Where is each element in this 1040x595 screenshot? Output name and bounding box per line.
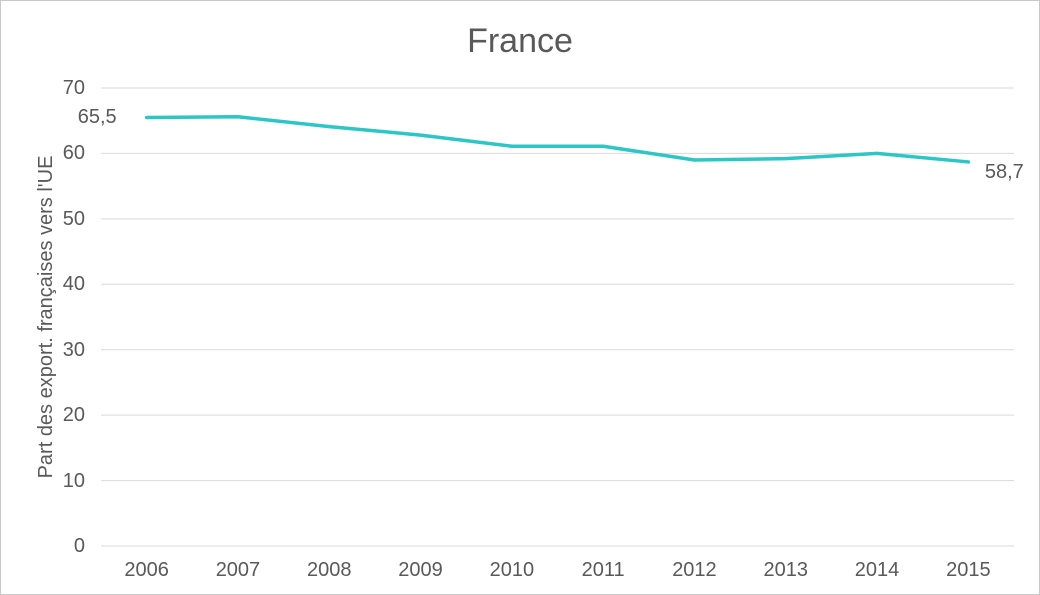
x-tick-label-2015: 2015 (946, 559, 991, 581)
gridlines (101, 87, 1014, 547)
y-tick-label-10: 10 (62, 469, 85, 492)
x-tick-label-2011: 2011 (581, 559, 625, 581)
x-tick-label-2006: 2006 (124, 559, 169, 581)
x-tick-label-2007: 2007 (215, 559, 261, 581)
y-tick-label-50: 50 (62, 207, 85, 230)
x-tick-label-2013: 2013 (763, 559, 809, 581)
x-tick-label-2010: 2010 (489, 559, 535, 581)
y-tick-label-30: 30 (62, 338, 85, 361)
series-line-france (144, 115, 971, 164)
x-tick-label-2008: 2008 (307, 559, 352, 581)
data-label-last-point: 58,7 (984, 160, 1024, 183)
chart-title: France (467, 22, 573, 60)
y-tick-label-0: 0 (73, 535, 85, 557)
y-tick-label-40: 40 (62, 273, 85, 296)
y-tick-label-20: 20 (62, 404, 85, 427)
data-label-first-point: 65,5 (77, 106, 117, 129)
x-tick-label-2009: 2009 (398, 559, 443, 581)
y-tick-label-70: 70 (62, 77, 85, 99)
y-tick-label-60: 60 (62, 142, 85, 165)
x-tick-label-2014: 2014 (854, 559, 900, 581)
x-tick-label-2012: 2012 (672, 559, 717, 581)
